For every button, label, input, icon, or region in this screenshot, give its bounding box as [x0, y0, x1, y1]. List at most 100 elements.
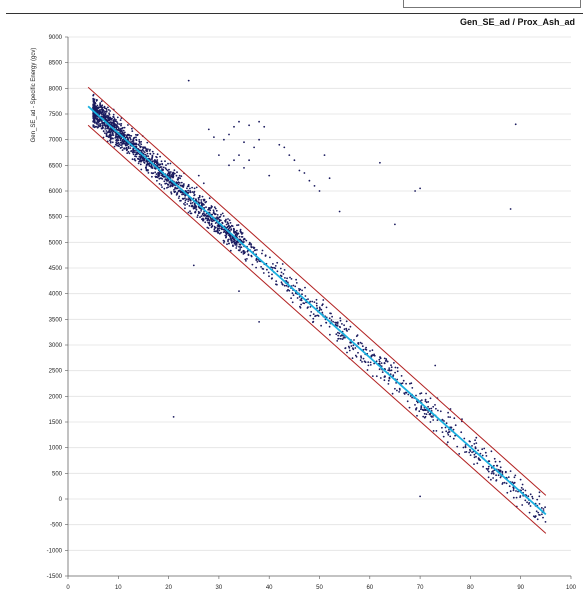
- data-point: [99, 123, 101, 125]
- data-point: [528, 511, 531, 514]
- data-point: [169, 185, 172, 188]
- data-point: [336, 323, 339, 325]
- data-point: [341, 323, 343, 325]
- data-point: [280, 271, 283, 274]
- data-point: [127, 147, 130, 150]
- data-point: [233, 238, 236, 240]
- y-tick-label: 6500: [49, 163, 63, 169]
- data-point: [352, 344, 355, 347]
- data-point: [189, 212, 192, 215]
- data-point: [208, 224, 211, 227]
- data-point: [131, 142, 134, 145]
- data-point: [112, 134, 115, 137]
- data-point: [107, 106, 109, 109]
- data-point: [255, 266, 257, 269]
- data-point: [119, 119, 122, 121]
- data-point: [370, 354, 373, 357]
- data-point: [239, 243, 242, 246]
- data-point: [385, 359, 388, 361]
- data-point: [312, 321, 314, 324]
- data-point: [221, 222, 224, 225]
- data-point: [502, 482, 504, 484]
- data-point: [173, 172, 176, 175]
- data-point: [299, 305, 301, 308]
- data-point: [403, 392, 406, 394]
- data-point: [322, 299, 325, 301]
- data-point: [220, 231, 222, 234]
- data-point: [214, 213, 216, 216]
- y-tick-label: 1000: [49, 446, 63, 452]
- data-point: [117, 139, 120, 142]
- data-point: [166, 169, 169, 172]
- data-point: [390, 364, 392, 367]
- data-point: [378, 362, 381, 365]
- data-point: [474, 447, 477, 450]
- data-point: [187, 189, 190, 192]
- data-point: [163, 187, 166, 190]
- data-point: [244, 258, 247, 261]
- data-point: [299, 288, 302, 291]
- data-point: [130, 135, 133, 137]
- data-point: [135, 143, 138, 146]
- data-point: [236, 229, 238, 232]
- data-point: [540, 507, 543, 509]
- data-point: [100, 105, 103, 108]
- data-point: [386, 360, 389, 363]
- data-point: [127, 138, 130, 141]
- data-point: [213, 228, 216, 231]
- data-point: [161, 186, 163, 189]
- data-point: [248, 124, 251, 127]
- data-point: [149, 153, 152, 155]
- data-point: [154, 167, 156, 170]
- data-point: [481, 454, 484, 457]
- data-point: [250, 245, 253, 247]
- data-point: [271, 273, 273, 276]
- data-point: [288, 154, 291, 157]
- data-point: [509, 470, 512, 472]
- data-point: [496, 464, 499, 467]
- data-point: [475, 442, 478, 444]
- data-point: [267, 271, 270, 274]
- data-point: [121, 140, 124, 143]
- data-point: [195, 208, 198, 211]
- data-point: [139, 163, 142, 166]
- data-point: [512, 482, 515, 485]
- x-tick-label: 80: [467, 585, 474, 591]
- data-point: [378, 358, 381, 361]
- data-point: [253, 246, 256, 249]
- data-point: [384, 375, 386, 378]
- data-point: [107, 117, 110, 120]
- data-point: [222, 215, 225, 217]
- data-point: [120, 144, 123, 146]
- data-point: [195, 199, 197, 201]
- data-point: [135, 136, 137, 139]
- data-point: [199, 216, 201, 219]
- data-point: [179, 177, 182, 180]
- data-point: [318, 190, 321, 192]
- data-point: [107, 127, 110, 129]
- data-point: [187, 211, 190, 214]
- data-point: [506, 491, 509, 494]
- data-point: [201, 202, 204, 205]
- data-point: [362, 357, 365, 360]
- data-point: [103, 111, 105, 114]
- data-point: [140, 159, 143, 162]
- data-point: [258, 138, 260, 141]
- data-point: [261, 252, 263, 255]
- data-point: [151, 160, 154, 163]
- data-point: [424, 398, 427, 401]
- data-point: [369, 350, 371, 352]
- data-point: [230, 228, 233, 231]
- data-point: [318, 309, 321, 312]
- y-tick-label: 5000: [49, 240, 63, 246]
- data-point: [147, 155, 150, 158]
- data-point: [531, 497, 534, 500]
- data-point: [245, 260, 247, 262]
- data-point: [237, 249, 240, 252]
- data-point: [140, 168, 143, 171]
- data-point: [238, 290, 240, 292]
- data-point: [446, 441, 449, 444]
- y-tick-label: 1500: [49, 420, 63, 426]
- data-point: [512, 487, 515, 490]
- data-point: [315, 304, 318, 307]
